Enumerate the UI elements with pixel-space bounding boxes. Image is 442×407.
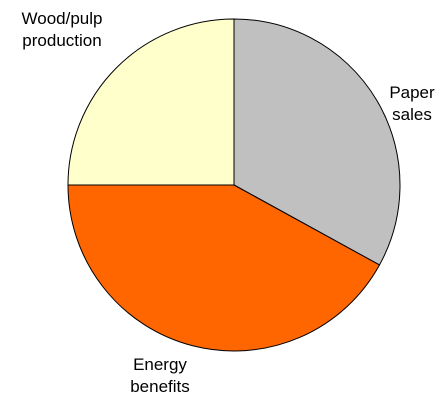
pie-slice-label-line: Wood/pulp: [22, 9, 103, 28]
pie-slice-wood-pulp-production: [67, 18, 235, 186]
pie-slice-label: Energy benefits: [130, 355, 190, 396]
pie-slice-label: Wood/pulp production: [22, 9, 103, 50]
pie-slice-label: Paper sales: [389, 83, 435, 124]
pie-slice-energy-benefits: [67, 184, 381, 352]
pie-labels: Paper sales Energy benefits Wood/pulp product…: [22, 9, 435, 396]
pie-slice-label-line: Paper: [389, 83, 435, 102]
pie-slice-label-line: production: [22, 31, 101, 50]
pie-slices: [67, 18, 401, 352]
pie-slice-label-line: sales: [392, 105, 432, 124]
pie-slice-paper-sales: [233, 18, 401, 266]
pie-slice-label-line: Energy: [133, 355, 187, 374]
pie-slice-label-line: benefits: [130, 377, 190, 396]
